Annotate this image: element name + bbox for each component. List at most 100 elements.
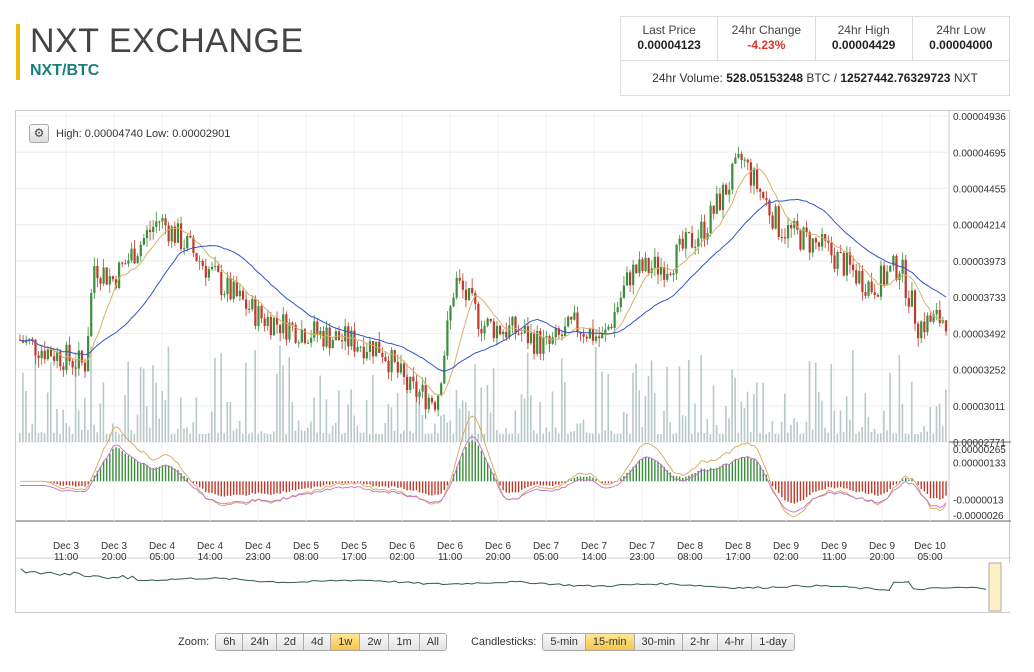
navigator-bg — [16, 563, 1011, 611]
volume-bar — [300, 430, 303, 442]
candle-body — [201, 260, 204, 266]
candle-body — [167, 225, 170, 242]
candle-body — [554, 328, 557, 338]
candle-body — [811, 238, 814, 253]
candle-button-30-min[interactable]: 30-min — [634, 633, 684, 650]
candle-body — [904, 259, 907, 298]
volume-bar — [269, 434, 272, 442]
volume-bar — [725, 405, 727, 442]
volume-bar — [368, 433, 371, 442]
zoom-button-24h[interactable]: 24h — [243, 633, 277, 650]
gear-icon[interactable]: ⚙ — [29, 124, 49, 143]
candle-body — [350, 330, 353, 347]
candle-body — [313, 321, 316, 338]
volume-bar — [102, 382, 105, 442]
volume-bar — [681, 415, 684, 442]
volume-bar — [588, 433, 591, 442]
candle-body — [62, 366, 65, 371]
candle-body — [235, 281, 238, 297]
macd-tick-label: -0.0000026 — [953, 511, 1004, 522]
candle-body — [864, 292, 867, 296]
volume-bar — [945, 389, 947, 442]
candle-body — [793, 220, 796, 229]
candle-body — [474, 293, 477, 304]
zoom-button-4d[interactable]: 4d — [304, 633, 332, 650]
volume-bar — [883, 410, 885, 442]
y-tick-label: 0.00004695 — [953, 148, 1006, 159]
candle-body — [656, 256, 660, 275]
candle-body — [666, 273, 669, 280]
candle-body — [907, 297, 910, 307]
y-tick-label: 0.00003733 — [953, 293, 1006, 304]
chart-container[interactable]: 0.00004936 0.00004695 0.00004455 0.00004214… — [15, 110, 1011, 614]
volume-bar — [173, 433, 176, 442]
candle-body — [74, 367, 77, 369]
x-tick-time: 05:00 — [533, 552, 558, 563]
volume-bar — [337, 390, 340, 442]
zoom-button-All[interactable]: All — [419, 633, 446, 650]
candle-body — [567, 316, 570, 327]
candle-body — [133, 248, 136, 264]
candle-button-2-hr[interactable]: 2-hr — [683, 633, 718, 650]
candle-body — [830, 242, 833, 256]
volume-bar — [796, 421, 798, 442]
candle-body — [325, 327, 328, 347]
candle-body — [560, 334, 564, 337]
candle-body — [706, 232, 709, 240]
y-tick-label: 0.00002771 — [953, 438, 1006, 449]
macd-tick-label: -0.0000013 — [953, 496, 1004, 507]
zoom-button-2w[interactable]: 2w — [360, 633, 390, 650]
volume-bar — [238, 420, 241, 442]
volume-bar — [282, 365, 284, 442]
candle-body — [505, 331, 508, 338]
volume-bar — [328, 433, 331, 442]
volume-bar — [124, 395, 126, 442]
volume-bar — [186, 427, 188, 442]
zoom-button-1w[interactable]: 1w — [331, 633, 361, 650]
volume-bar — [889, 372, 891, 442]
volume-bar — [241, 433, 244, 442]
x-tick-time: 05:00 — [149, 552, 174, 563]
price-chart[interactable]: 0.00004936 0.00004695 0.00004455 0.00004214… — [16, 111, 1011, 614]
candle-body — [139, 244, 142, 257]
volume-bar — [152, 365, 154, 442]
candle-body — [244, 299, 248, 309]
x-tick-date: Dec 3 — [101, 541, 128, 552]
volume-bar — [564, 381, 566, 442]
candle-body — [161, 218, 164, 222]
volume-bar — [418, 396, 421, 442]
x-tick-time: 08:00 — [677, 552, 702, 563]
volume-bar — [387, 403, 390, 442]
volume-bar — [272, 431, 275, 442]
candle-body — [269, 316, 272, 336]
candle-button-15-min[interactable]: 15-min — [585, 633, 635, 650]
page-title: NXT EXCHANGE — [30, 22, 304, 60]
volume-bar — [375, 433, 377, 442]
candle-body — [282, 314, 285, 334]
candle-body — [164, 218, 167, 226]
zoom-button-2d[interactable]: 2d — [276, 633, 305, 650]
volume-bar — [700, 354, 702, 442]
candle-body — [316, 321, 319, 335]
volume-bar — [136, 414, 139, 442]
volume-bar — [46, 392, 49, 442]
zoom-button-1m[interactable]: 1m — [389, 633, 420, 650]
candle-button-5-min[interactable]: 5-min — [543, 633, 586, 650]
y-tick-label: 0.00004455 — [953, 184, 1006, 195]
zoom-button-6h[interactable]: 6h — [216, 633, 244, 650]
pair-label: NXT/BTC — [30, 62, 100, 79]
volume-bar — [449, 420, 452, 442]
x-tick-time: 08:00 — [293, 552, 318, 563]
volume-bar — [341, 433, 343, 442]
x-tick-time: 23:00 — [245, 552, 270, 563]
candle-body — [238, 290, 241, 297]
candle-body — [241, 290, 245, 300]
candle-button-1-day[interactable]: 1-day — [752, 633, 794, 650]
candle-body — [31, 338, 34, 340]
candle-body — [802, 227, 805, 250]
volume-bar — [669, 422, 671, 442]
candle-button-4-hr[interactable]: 4-hr — [717, 633, 753, 650]
volume-bar — [852, 350, 854, 442]
candle-body — [557, 328, 560, 335]
x-tick-time: 05:00 — [917, 552, 942, 563]
